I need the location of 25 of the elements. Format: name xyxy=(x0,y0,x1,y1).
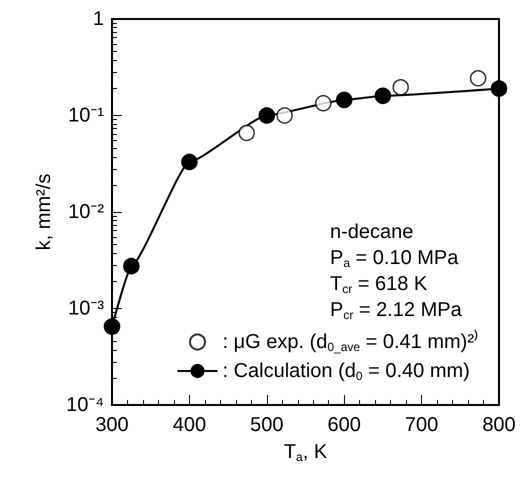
x-tick-label: 700 xyxy=(404,414,438,436)
point xyxy=(238,124,255,142)
point xyxy=(181,154,198,170)
y-axis-title: k, mm²/s xyxy=(33,174,55,250)
x-tick-label: 800 xyxy=(482,414,516,436)
y-tick-label: 10⁻¹ xyxy=(68,104,104,126)
y-tick-label: 10⁻² xyxy=(68,201,104,223)
point xyxy=(315,94,332,112)
point xyxy=(470,70,486,87)
point xyxy=(336,92,352,108)
y-tick-label: 10⁻⁴ xyxy=(66,394,104,416)
point xyxy=(258,107,276,124)
x-tick-label: 500 xyxy=(250,414,284,436)
annotation: n-decane xyxy=(330,221,414,243)
point xyxy=(276,107,293,124)
y-tick-label: 1 xyxy=(92,8,104,30)
x-tick-label: 400 xyxy=(172,414,206,436)
x-tick-label: 300 xyxy=(95,414,129,436)
x-tick-label: 600 xyxy=(328,414,361,436)
point xyxy=(490,80,508,97)
point xyxy=(374,88,392,104)
point xyxy=(392,79,409,96)
point xyxy=(104,318,120,335)
y-tick-label: 10⁻³ xyxy=(68,298,104,320)
point xyxy=(123,258,140,274)
